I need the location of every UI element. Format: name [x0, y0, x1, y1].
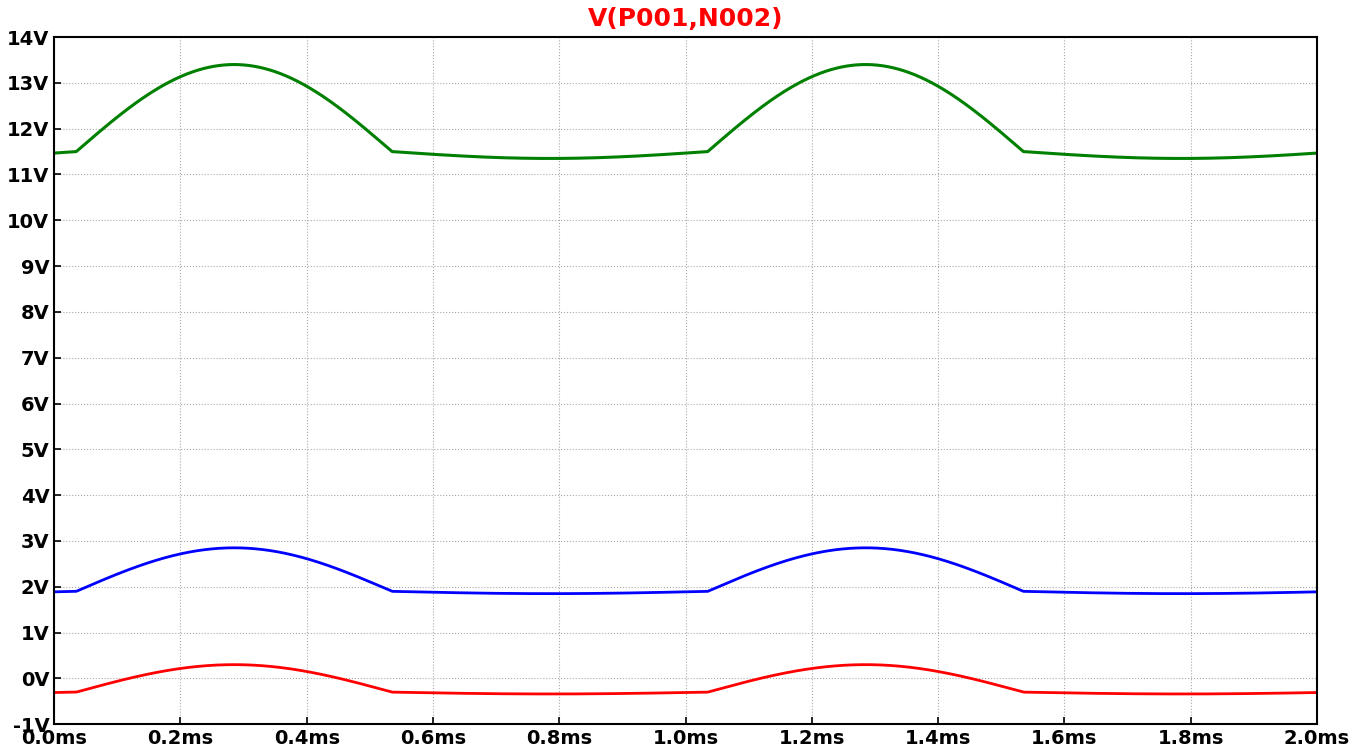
- Title: V(P001,N002): V(P001,N002): [588, 7, 783, 31]
